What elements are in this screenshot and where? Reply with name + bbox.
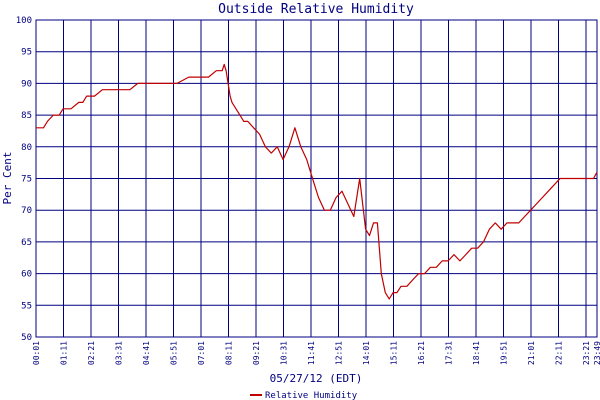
y-axis-label: Per Cent	[1, 152, 14, 205]
grid-lines	[35, 19, 598, 338]
y-tick-label: 80	[21, 143, 32, 153]
x-tick-label: 23:49	[593, 341, 600, 365]
x-tick-label: 23:21	[582, 341, 591, 365]
x-tick-label: 03:31	[115, 341, 124, 365]
x-axis-label: 05/27/12 (EDT)	[270, 372, 363, 385]
x-tick-label: 08:11	[225, 341, 234, 365]
y-tick-label: 55	[21, 301, 32, 311]
x-tick-label: 16:21	[417, 341, 426, 365]
x-tick-label: 22:11	[555, 341, 564, 365]
x-tick-label: 18:41	[472, 341, 481, 365]
x-tick-label: 12:51	[335, 341, 344, 365]
x-tick-label: 19:51	[500, 341, 509, 365]
y-tick-label: 60	[21, 270, 32, 280]
x-tick-label: 21:01	[527, 341, 536, 365]
x-tick-labels: 00:01 01:11 02:21 03:31 04:41 05:51 07:01 08:11…	[32, 341, 600, 365]
x-tick-label: 01:11	[60, 341, 69, 365]
x-tick-label: 11:41	[307, 341, 316, 365]
x-tick-label: 02:21	[87, 341, 96, 365]
x-tick-label: 00:01	[32, 341, 41, 365]
x-tick-label: 17:31	[445, 341, 454, 365]
legend: Relative Humidity	[250, 391, 358, 400]
x-tick-label: 09:21	[252, 341, 261, 365]
legend-label: Relative Humidity	[265, 391, 358, 400]
y-tick-label: 100	[16, 16, 32, 26]
y-tick-labels: 50 55 60 65 70 75 80 85 90 95 100	[16, 16, 32, 343]
x-tick-label: 05:51	[170, 341, 179, 365]
x-tick-label: 04:41	[142, 341, 151, 365]
y-tick-label: 65	[21, 238, 32, 248]
series-lines	[36, 63, 598, 300]
y-tick-label: 95	[21, 48, 32, 58]
y-tick-label: 70	[21, 206, 32, 216]
x-tick-label: 07:01	[197, 341, 206, 365]
y-tick-label: 50	[21, 333, 32, 343]
series-line-relative-humidity	[36, 63, 598, 300]
x-tick-label: 10:31	[280, 341, 289, 365]
x-tick-label: 15:11	[390, 341, 399, 365]
x-tick-label: 14:01	[362, 341, 371, 365]
y-tick-label: 90	[21, 79, 32, 89]
y-tick-label: 85	[21, 111, 32, 121]
y-tick-label: 75	[21, 175, 32, 185]
chart-title: Outside Relative Humidity	[218, 2, 414, 17]
